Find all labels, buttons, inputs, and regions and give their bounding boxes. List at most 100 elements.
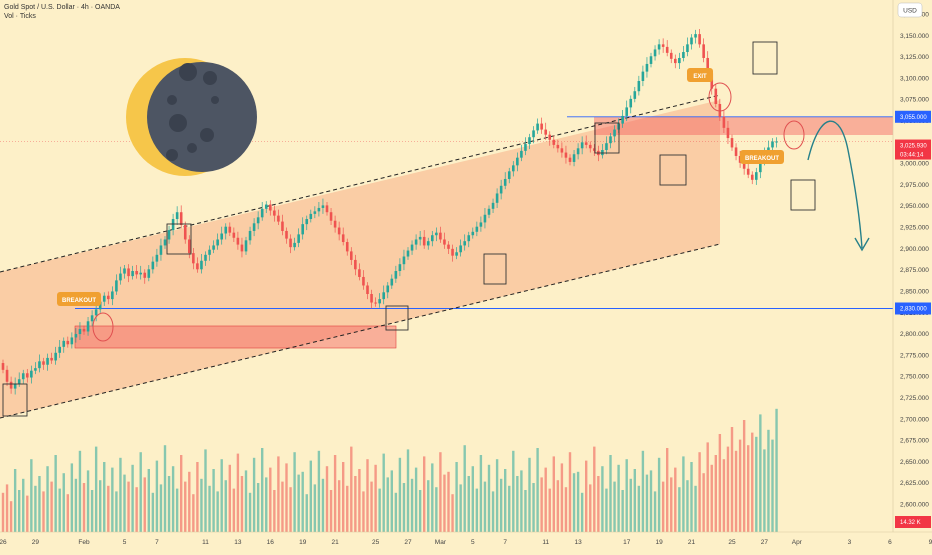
candle-body — [350, 251, 353, 260]
time-tick-label: 29 — [32, 539, 40, 546]
volume-bar — [686, 480, 689, 532]
volume-bar — [175, 488, 179, 532]
volume-bar — [228, 464, 231, 532]
candle-body — [46, 357, 49, 365]
volume-bar — [1, 492, 5, 532]
candle-body — [62, 340, 66, 347]
volume-bar — [94, 446, 98, 532]
volume-bar — [568, 452, 572, 532]
moon-crater — [169, 114, 187, 132]
volume-bar — [220, 459, 223, 532]
volume-bar — [123, 474, 126, 532]
volume-bar — [637, 485, 641, 532]
highlight-box — [752, 41, 778, 75]
candle-body — [127, 268, 130, 277]
candle-body — [491, 202, 495, 209]
candle-body — [459, 245, 462, 253]
volume-bar — [143, 477, 146, 532]
volume-bar — [13, 469, 17, 532]
volume-bar — [625, 459, 628, 532]
candle-body — [414, 239, 418, 245]
volume-bar — [261, 448, 264, 532]
price-tick-label: 2,650.000 — [900, 459, 929, 466]
volume-bar — [402, 483, 406, 532]
volume-bar — [163, 445, 167, 532]
price-tick-label: 2,950.000 — [900, 203, 929, 210]
candle-body — [260, 208, 264, 218]
time-tick-label: 3 — [848, 539, 852, 546]
candle-body — [78, 328, 82, 335]
candle-body — [204, 254, 207, 261]
candle-body — [66, 340, 70, 345]
volume-bar — [196, 462, 199, 532]
candle-body — [192, 253, 195, 264]
volume-bar — [378, 488, 381, 532]
candle-body — [277, 215, 280, 222]
volume-bar — [520, 470, 523, 532]
volume-bar — [423, 456, 426, 532]
candle-body — [568, 157, 572, 162]
volume-bar — [759, 414, 762, 532]
time-tick-label: 11 — [202, 539, 209, 546]
time-tick-label: 25 — [728, 539, 736, 546]
volume-bar — [398, 457, 402, 532]
candle-body — [528, 137, 531, 145]
candle-body — [653, 49, 657, 57]
candle-body — [293, 242, 296, 248]
time-tick-label: 27 — [761, 539, 769, 546]
candle-body — [426, 241, 430, 246]
volume-bar — [297, 474, 300, 532]
volume-bar — [321, 478, 325, 532]
candle-body — [495, 193, 499, 203]
volume-bar — [350, 446, 353, 532]
candle-body — [200, 260, 203, 270]
volume-bar — [747, 445, 750, 532]
volume-bar — [62, 473, 65, 532]
volume-bar — [694, 485, 697, 532]
candle-body — [520, 150, 523, 158]
support-zone — [74, 325, 397, 349]
volume-bar — [641, 450, 645, 532]
breakout-note-right-text: BREAKOUT — [745, 156, 779, 162]
symbol-title: Gold Spot / U.S. Dollar · 4h · OANDA — [4, 4, 120, 11]
volume-bar — [119, 457, 122, 532]
volume-bar — [82, 483, 86, 532]
breakout-note-left-bg — [57, 292, 101, 306]
candle-body — [645, 63, 649, 72]
volume-bar — [277, 456, 280, 532]
time-tick-label: 7 — [503, 539, 507, 546]
volume-bar — [414, 467, 418, 532]
volume-bar — [645, 474, 649, 532]
time-tick-label: 27 — [404, 539, 412, 546]
highlight-box — [594, 122, 620, 154]
time-tick-label: 5 — [123, 539, 127, 546]
volume-bar — [742, 420, 746, 532]
volume-bar — [410, 478, 414, 532]
volume-bar — [572, 473, 576, 532]
volume-bar — [374, 464, 377, 532]
volume-bar — [775, 408, 778, 532]
candle-body — [208, 249, 211, 255]
volume-bar — [386, 477, 389, 532]
candle-body — [111, 291, 114, 300]
time-tick-label: Apr — [792, 539, 803, 546]
highlight-box — [659, 154, 687, 186]
candle-body — [588, 144, 592, 149]
candle-body — [390, 278, 394, 286]
currency-box — [897, 2, 923, 18]
volume-bar — [544, 467, 547, 532]
volume-bar — [479, 455, 483, 532]
candle-body — [730, 138, 734, 148]
candle-body — [1, 363, 5, 370]
volume-bar — [730, 427, 734, 532]
candle-body — [115, 280, 118, 292]
exit-circle — [708, 82, 732, 112]
candle-body — [90, 315, 94, 322]
volume-bar — [54, 455, 57, 532]
candle-body — [487, 208, 491, 215]
candle-body — [548, 134, 552, 140]
volume-bar — [767, 429, 770, 532]
volume-bar — [293, 452, 296, 532]
